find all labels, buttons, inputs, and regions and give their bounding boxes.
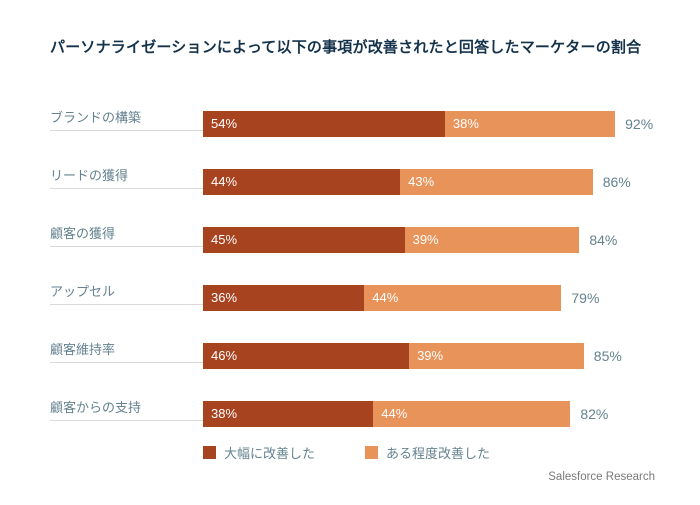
chart-row: 顧客の獲得 45% 39% 84% [50,195,670,253]
chart-row: 顧客維持率 46% 39% 85% [50,311,670,369]
bar-total-label: 85% [593,348,622,364]
bar-value-label: 38% [211,406,238,421]
bar-value-label: 44% [381,406,408,421]
bar-track: 38% 44% 82% [203,401,651,427]
bar-value-label: 39% [412,232,439,247]
bar-value-label: 45% [211,232,238,247]
category-label: 顧客からの支持 [50,397,203,421]
category-label: 顧客維持率 [50,339,203,363]
chart-row: ブランドの構築 54% 38% 92% [50,79,670,137]
legend-item-major-improvement: 大幅に改善した [203,443,315,462]
bar-segment-major-improvement: 46% [203,343,410,369]
bar-segment-some-improvement: 44% [373,401,571,427]
bar-track: 45% 39% 84% [203,227,651,253]
bar-value-label: 54% [211,116,238,131]
bar-value-label: 36% [211,290,238,305]
bar-segment-some-improvement: 39% [404,227,580,253]
bar-segment-major-improvement: 45% [203,227,405,253]
chart-legend: 大幅に改善した ある程度改善した [203,443,540,462]
bar-segment-some-improvement: 38% [444,111,616,137]
bar-value-label: 44% [372,290,399,305]
category-label: リードの獲得 [50,165,203,189]
bar-segment-some-improvement: 43% [400,169,593,195]
bar-segment-some-improvement: 39% [409,343,584,369]
bar-track: 54% 38% 92% [203,111,654,137]
legend-item-some-improvement: ある程度改善した [365,443,490,462]
bar-track: 46% 39% 85% [203,343,651,369]
category-label: ブランドの構築 [50,107,203,131]
legend-swatch-dark [203,446,216,459]
bar-track: 44% 43% 86% [203,169,651,195]
bar-total-label: 84% [589,232,618,248]
chart-row: リードの獲得 44% 43% 86% [50,137,670,195]
chart-title: パーソナライゼーションによって以下の事項が改善されたと回答したマーケターの割合 [50,39,642,56]
category-label: 顧客の獲得 [50,223,203,247]
bar-value-label: 46% [211,348,238,363]
bar-value-label: 44% [211,174,238,189]
bar-segment-major-improvement: 54% [203,111,445,137]
bar-total-label: 92% [625,116,654,132]
bar-track: 36% 44% 79% [203,285,651,311]
legend-swatch-orange [365,446,379,459]
bar-total-label: 79% [571,290,600,306]
bar-segment-major-improvement: 36% [203,285,365,311]
bar-segment-major-improvement: 44% [203,169,401,195]
source-attribution: Salesforce Research [548,471,655,483]
chart-row: アップセル 36% 44% 79% [50,253,670,311]
legend-label: ある程度改善した [386,446,491,461]
bar-rows: ブランドの構築 54% 38% 92% リードの獲得 44% 43% 86% 顧客の獲得 45% 3… [50,79,670,427]
legend-label: 大幅に改善した [224,446,316,461]
bar-value-label: 39% [417,348,444,363]
chart-row: 顧客からの支持 38% 44% 82% [50,369,670,427]
category-label: アップセル [50,281,203,305]
bar-value-label: 43% [408,174,435,189]
bar-total-label: 82% [580,406,609,422]
bar-segment-some-improvement: 44% [364,285,562,311]
bar-total-label: 86% [602,174,631,190]
bar-value-label: 38% [452,116,479,131]
bar-segment-major-improvement: 38% [203,401,374,427]
